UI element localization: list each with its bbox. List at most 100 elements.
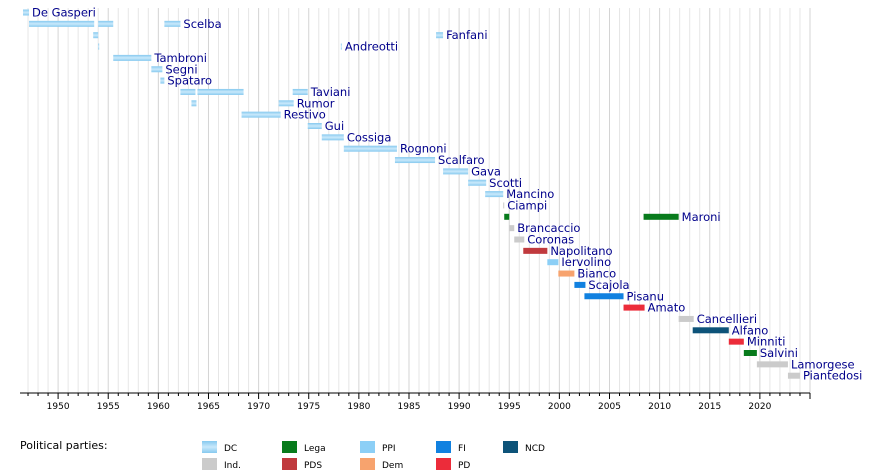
minister-label: Ciampi — [507, 198, 547, 212]
term-bar — [728, 338, 744, 345]
minister-label: Taviani — [310, 85, 351, 99]
year-gridlines — [27, 8, 811, 393]
term-bar — [340, 43, 342, 50]
term-bar — [93, 32, 99, 39]
minister-label: Pisanu — [627, 289, 665, 303]
term-bar — [584, 293, 624, 300]
legend-label: Lega — [304, 444, 326, 454]
minister-label: Minniti — [747, 335, 786, 349]
term-bar — [643, 213, 679, 220]
x-tick-label: 1955 — [97, 402, 120, 412]
x-tick-label: 1965 — [197, 402, 220, 412]
term-bar — [180, 88, 196, 95]
term-bar — [241, 111, 281, 118]
minister-label: Bianco — [577, 267, 616, 281]
term-bar — [307, 123, 322, 129]
x-tick-label: 2015 — [698, 402, 721, 412]
term-bar — [436, 32, 444, 39]
term-bar — [23, 9, 30, 16]
x-tick-label: 2000 — [548, 402, 571, 412]
minister-label: Brancaccio — [517, 221, 580, 235]
x-tick-label: 1985 — [398, 402, 421, 412]
legend-swatch — [202, 458, 217, 470]
minister-label: Scotti — [489, 176, 522, 190]
minister-label: Andreotti — [345, 40, 398, 54]
minister-label: Scajola — [588, 278, 629, 292]
minister-label: Iervolino — [561, 255, 611, 269]
minister-label: Coronas — [527, 233, 574, 247]
x-tick-label: 1960 — [147, 402, 170, 412]
term-bar — [503, 202, 505, 209]
x-tick-label: 1980 — [347, 402, 370, 412]
x-tick-label: 2005 — [598, 402, 621, 412]
term-bar — [443, 168, 469, 175]
minister-label: Maroni — [682, 210, 721, 224]
minister-label: Salvini — [760, 346, 798, 360]
party-legend: Political parties: DC Ind. Lega PDS PPI Dem FI… — [20, 439, 545, 471]
minister-label: De Gasperi — [32, 6, 96, 20]
term-bar — [292, 88, 308, 95]
term-bar — [504, 213, 510, 220]
minister-label: Amato — [648, 301, 686, 315]
legend-title: Political parties: — [20, 439, 108, 452]
minister-label: Lamorgese — [791, 357, 855, 371]
x-tick-label: 1975 — [297, 402, 320, 412]
legend-label: Ind. — [224, 461, 241, 471]
minister-labels: De Gasperi Scelba Fanfani Andreotti Tambroni… — [32, 6, 862, 383]
term-bar — [98, 43, 100, 50]
term-bar — [98, 20, 114, 27]
x-tick-label: 2020 — [748, 402, 771, 412]
term-bar — [523, 247, 548, 254]
legend-swatch — [436, 458, 451, 470]
term-bar — [113, 54, 152, 61]
term-bar — [787, 372, 800, 379]
term-bar — [278, 100, 294, 107]
term-bar — [509, 225, 515, 232]
term-bar — [485, 191, 504, 198]
term-bar — [678, 315, 694, 322]
legend-swatch — [360, 441, 375, 453]
term-bar — [151, 66, 163, 73]
minister-label: Rognoni — [400, 142, 447, 156]
x-tick-label: 2010 — [648, 402, 671, 412]
minister-label: Napolitano — [550, 244, 612, 258]
term-bar — [756, 361, 788, 368]
term-bar — [468, 179, 487, 186]
minister-label: Spataro — [167, 74, 212, 88]
minister-label: Segni — [165, 62, 197, 76]
minister-label: Rumor — [297, 96, 335, 110]
term-bar — [574, 281, 586, 288]
term-bar — [343, 145, 397, 152]
term-bar — [29, 20, 95, 27]
legend-label: FI — [458, 444, 466, 454]
minister-label: Scalfaro — [438, 153, 484, 167]
term-bar — [558, 270, 575, 277]
legend-label: PPI — [382, 444, 396, 454]
x-axis-ticks: 1950 1955 1960 1965 1970 1975 1980 1985 1990 1995… — [27, 393, 811, 412]
legend-label: Dem — [382, 461, 403, 471]
minister-label: Mancino — [506, 187, 554, 201]
legend-label: DC — [224, 444, 237, 454]
legend-swatch — [436, 441, 451, 453]
minister-label: Tambroni — [153, 51, 207, 65]
minister-label: Alfano — [732, 323, 768, 337]
minister-label: Fanfani — [446, 28, 487, 42]
legend-swatch — [202, 441, 217, 453]
legend-swatch — [282, 441, 297, 453]
term-bar — [692, 327, 729, 334]
term-bar — [394, 157, 436, 164]
term-bar — [321, 134, 344, 141]
minister-label: Gui — [325, 119, 344, 133]
term-bar — [191, 100, 197, 107]
minister-label: Gava — [471, 164, 501, 178]
term-bar — [164, 20, 181, 27]
term-bar — [743, 350, 757, 356]
legend-swatch — [282, 458, 297, 470]
term-bar — [160, 77, 165, 84]
minister-label: Piantedosi — [803, 369, 862, 383]
minister-label: Scelba — [183, 17, 221, 31]
term-bar — [547, 259, 559, 266]
x-tick-label: 1950 — [47, 402, 70, 412]
x-tick-label: 1990 — [448, 402, 471, 412]
